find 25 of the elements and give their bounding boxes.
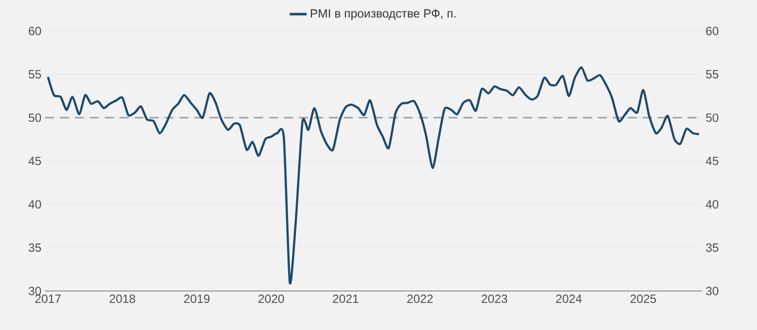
- y-tick-label: 45: [28, 156, 41, 166]
- x-tick-label: 2017: [35, 294, 61, 303]
- x-tick-label: 2022: [407, 294, 433, 303]
- legend-label: PMI в производстве РФ, п.: [310, 9, 456, 20]
- y-tick-label: 55: [28, 70, 41, 78]
- y2-tick-label: 50: [706, 113, 718, 122]
- y2-tick-label: 45: [706, 156, 718, 166]
- y-tick-label: 35: [28, 243, 41, 252]
- y-tick-label: 40: [28, 200, 42, 209]
- x-tick-label: 2025: [630, 294, 656, 303]
- y2-tick-label: 60: [706, 26, 718, 36]
- x-tick-label: 2018: [110, 294, 136, 303]
- y-tick-label: 50: [28, 113, 42, 122]
- y-tick-label: 30: [28, 286, 42, 296]
- x-tick-label: 2024: [556, 294, 582, 303]
- y2-tick-label: 35: [706, 243, 718, 252]
- y2-tick-label: 55: [706, 70, 718, 78]
- x-tick-label: 2020: [258, 294, 284, 303]
- y-tick-label: 60: [28, 26, 42, 36]
- y2-tick-label: 30: [706, 286, 718, 296]
- x-tick-label: 2023: [482, 294, 508, 303]
- x-tick-label: 2019: [184, 294, 210, 303]
- line-series: [46, 66, 700, 284]
- y2-tick-label: 40: [706, 200, 718, 209]
- x-tick-label: 2021: [332, 294, 358, 303]
